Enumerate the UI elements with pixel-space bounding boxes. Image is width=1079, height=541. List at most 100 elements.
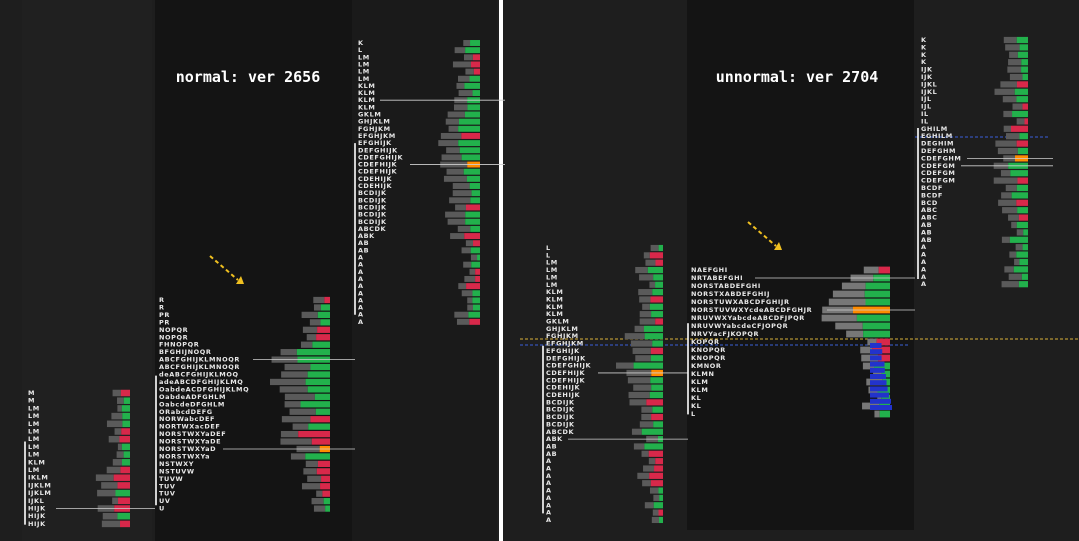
volume-bar [122, 420, 130, 428]
volume-bar [469, 268, 476, 275]
volume-bar [828, 298, 866, 306]
volume-bar [316, 468, 330, 475]
tpo-row: NORSTXABDEFGHIJ [691, 290, 770, 298]
tpo-row: AB [921, 221, 932, 229]
tpo-row: NAEFGHI [691, 266, 728, 274]
volume-bar [835, 322, 863, 330]
volume-bar [465, 240, 474, 247]
volume-bar [324, 296, 330, 304]
panel [687, 0, 914, 530]
volume-bar [309, 319, 321, 326]
volume-bar [458, 283, 467, 290]
tpo-row: TUV [159, 490, 176, 498]
tpo-row: LM [358, 60, 370, 68]
tpo-row: K [921, 58, 927, 66]
tpo-row: A [358, 296, 364, 304]
volume-bar [870, 398, 892, 404]
volume-bar [1008, 273, 1022, 280]
volume-bar [863, 266, 879, 274]
volume-bar [638, 289, 653, 296]
volume-bar [467, 297, 473, 304]
tpo-row: A [546, 465, 552, 473]
volume-bar [307, 475, 322, 482]
volume-bar [655, 259, 663, 266]
tpo-row: AB [546, 442, 557, 450]
volume-bar [112, 497, 119, 505]
volume-bar [121, 443, 130, 451]
volume-bar [870, 361, 885, 367]
arrow-head [236, 276, 244, 284]
tpo-row: ABCDK [358, 225, 387, 233]
tpo-row: ABK [546, 435, 563, 443]
volume-bar [651, 413, 663, 421]
volume-bar [1019, 133, 1028, 140]
volume-bar [466, 283, 480, 290]
volume-bar [312, 341, 330, 348]
tpo-row: KLM [546, 310, 563, 318]
volume-bar [870, 405, 892, 410]
volume-bar [325, 505, 330, 512]
tpo-row: BCD [921, 199, 938, 207]
volume-bar [447, 218, 466, 225]
tpo-row: NORTWXacDEF [159, 423, 220, 431]
volume-bar [446, 147, 460, 154]
volume-bar [296, 349, 330, 356]
volume-bar [314, 393, 330, 400]
volume-bar [641, 406, 653, 413]
volume-bar [650, 377, 663, 384]
volume-bar [653, 494, 660, 501]
tpo-row: LM [358, 53, 370, 61]
volume-bar [642, 303, 650, 310]
tpo-row: CDEHIJK [358, 182, 392, 190]
volume-bar [321, 475, 330, 482]
tpo-row: ORabcdDEFG [159, 408, 213, 416]
tpo-row: A [358, 318, 364, 326]
volume-bar [1019, 258, 1028, 266]
volume-bar [870, 343, 882, 348]
volume-bar [302, 326, 318, 333]
volume-bar [659, 494, 663, 501]
volume-bar [445, 211, 466, 218]
volume-bar [305, 453, 330, 460]
tpo-row: IJL [921, 103, 932, 111]
volume-bar [841, 282, 866, 290]
tpo-row: A [358, 282, 364, 290]
tpo-row: IJKLM [28, 489, 51, 497]
volume-bar [440, 132, 462, 139]
tpo-row: EGHILM [921, 132, 953, 140]
volume-bar [643, 465, 655, 472]
volume-bar [1001, 236, 1010, 243]
volume-bar [1017, 207, 1028, 214]
volume-bar [860, 346, 873, 354]
tpo-row: IL [921, 117, 929, 125]
tpo-row: NOPQR [159, 326, 188, 334]
volume-bar [121, 405, 130, 412]
volume-bar [1010, 170, 1028, 177]
volume-bar [447, 111, 465, 118]
volume-bar [1016, 36, 1028, 44]
volume-bar [644, 443, 663, 450]
volume-bar [454, 311, 469, 318]
volume-bar [658, 516, 663, 524]
tpo-row: BCDF [921, 184, 943, 192]
tpo-row: CDEFHIJK [546, 369, 586, 377]
volume-bar [456, 318, 470, 325]
volume-bar [856, 314, 890, 322]
volume-bar [1000, 81, 1017, 88]
volume-bar [1001, 192, 1012, 199]
tpo-row: ABCDK [546, 428, 575, 436]
tpo-row: NORSTWXYa [159, 452, 210, 460]
volume-bar [117, 482, 130, 489]
volume-bar [464, 111, 480, 118]
volume-bar [863, 330, 890, 338]
tpo-row: AB [358, 239, 369, 247]
volume-bar [472, 90, 480, 97]
volume-bar [994, 88, 1015, 95]
volume-bar [1001, 281, 1019, 288]
volume-bar [464, 275, 476, 282]
tpo-row: BCDIJK [358, 218, 387, 226]
volume-bar [655, 281, 663, 288]
volume-bar [1019, 44, 1028, 51]
volume-bar [865, 282, 890, 290]
tpo-row: A [358, 311, 364, 319]
